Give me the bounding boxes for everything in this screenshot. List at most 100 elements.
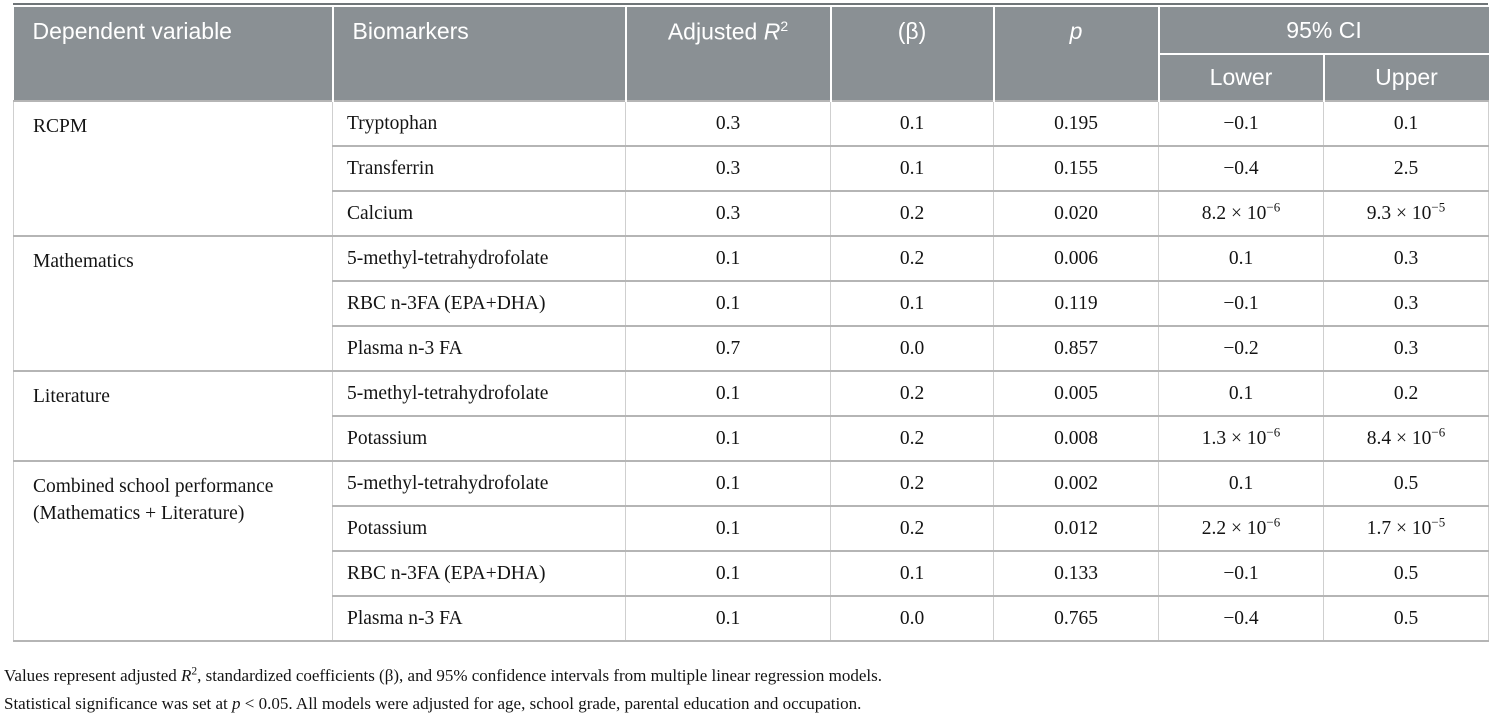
p-value-cell: 0.020 [993, 190, 1159, 237]
table-row: Calcium 0.3 0.2 0.020 8.2 × 10−6 9.3 × 10−5 [14, 190, 1489, 237]
dependent-variable-line: Combined school performance [33, 476, 274, 497]
table-row: RBC n-3FA (EPA+DHA) 0.1 0.1 0.119 −0.1 0.3 [14, 280, 1489, 327]
adjusted-r2-cell: 0.1 [625, 550, 831, 597]
beta-cell: 0.2 [830, 415, 994, 462]
ci-upper-cell: 0.2 [1323, 370, 1489, 417]
dependent-variable-line: Mathematics [33, 251, 134, 272]
ci-lower-cell: 1.3 × 10−6 [1158, 415, 1324, 462]
ci-upper-cell: 0.5 [1323, 550, 1489, 597]
adjusted-r2-cell: 0.1 [625, 505, 831, 552]
header-beta: (β) [829, 7, 994, 101]
regression-results-table: Dependent variable Biomarkers Adjusted R… [13, 7, 1489, 642]
adjusted-r2-exponent: 2 [780, 18, 789, 34]
adjusted-r2-cell: 0.3 [625, 100, 831, 147]
biomarker-cell: 5-methyl-tetrahydrofolate [332, 235, 626, 282]
footnote-segment: p [232, 693, 241, 713]
biomarker-cell: Plasma n-3 FA [332, 325, 626, 372]
ci-upper-cell: 0.5 [1323, 595, 1489, 642]
ci-lower-cell: −0.4 [1158, 595, 1324, 642]
exponent: −6 [1266, 424, 1281, 439]
table-row: Plasma n-3 FA 0.1 0.0 0.765 −0.4 0.5 [14, 595, 1489, 642]
footnotes: Values represent adjusted R2, standardiz… [4, 662, 882, 717]
dependent-variable-line: (Mathematics + Literature) [33, 503, 245, 524]
exponent: −6 [1266, 199, 1281, 214]
header-row-1: Dependent variable Biomarkers Adjusted R… [13, 7, 1489, 101]
biomarker-cell: Plasma n-3 FA [332, 595, 626, 642]
biomarker-cell: RBC n-3FA (EPA+DHA) [332, 280, 626, 327]
header-dependent-variable: Dependent variable [13, 7, 333, 101]
adjusted-r2-cell: 0.1 [625, 280, 831, 327]
ci-lower-cell: −0.1 [1158, 100, 1324, 147]
dependent-variable-line: RCPM [33, 116, 88, 137]
header-p-value: p [992, 7, 1159, 101]
ci-lower-cell: 0.1 [1158, 235, 1324, 282]
beta-cell: 0.2 [830, 235, 994, 282]
adjusted-r2-cell: 0.3 [625, 190, 831, 237]
beta-cell: 0.2 [830, 190, 994, 237]
adjusted-r2-cell: 0.7 [625, 325, 831, 372]
header-ci-lower: Lower [1157, 53, 1324, 101]
p-value-cell: 0.857 [993, 325, 1159, 372]
biomarker-cell: Potassium [332, 505, 626, 552]
p-value-cell: 0.765 [993, 595, 1159, 642]
dependent-variable-line: Literature [33, 386, 110, 407]
ci-upper-cell: 0.3 [1323, 325, 1489, 372]
p-symbol: p [1069, 18, 1083, 44]
beta-cell: 0.1 [830, 550, 994, 597]
exponent: −5 [1431, 199, 1446, 214]
table-row: RCPM Tryptophan 0.3 0.1 0.195 −0.1 0.1 [13, 100, 1489, 237]
p-value-cell: 0.133 [993, 550, 1159, 597]
adjusted-r2-prefix: Adjusted [667, 18, 764, 45]
footnote-segment: 2 [191, 665, 198, 678]
ci-upper-cell: 0.5 [1323, 460, 1489, 507]
ci-lower-cell: −0.1 [1158, 280, 1324, 327]
footnote-segment: Values represent adjusted [4, 666, 182, 685]
exponent: −6 [1431, 424, 1446, 439]
biomarker-cell: Transferrin [332, 145, 626, 192]
beta-cell: 0.1 [830, 100, 994, 147]
footnote-line: Statistical significance was set at p < … [4, 690, 882, 717]
adjusted-r2-cell: 0.1 [625, 370, 831, 417]
ci-upper-cell: 0.3 [1323, 235, 1489, 282]
header-ci-upper: Upper [1322, 53, 1489, 101]
p-value-cell: 0.155 [993, 145, 1159, 192]
header-95-ci: 95% CI [1157, 7, 1489, 54]
ci-lower-cell: 0.1 [1158, 370, 1324, 417]
ci-lower-cell: 0.1 [1158, 460, 1324, 507]
footnote-segment: < 0.05. All models were adjusted for age… [240, 693, 862, 713]
dependent-variable-cell: Literature [13, 370, 333, 462]
table-row: Potassium 0.1 0.2 0.008 1.3 × 10−6 8.4 × 10−6 [14, 415, 1489, 462]
ci-upper-cell: 8.4 × 10−6 [1323, 415, 1489, 462]
beta-cell: 0.1 [830, 280, 994, 327]
biomarker-cell: RBC n-3FA (EPA+DHA) [332, 550, 626, 597]
dependent-variable-cell: Mathematics [13, 235, 333, 372]
adjusted-r2-cell: 0.1 [625, 460, 831, 507]
footnote-line: Values represent adjusted R2, standardiz… [4, 662, 882, 690]
header-biomarkers: Biomarkers [331, 7, 626, 101]
p-value-cell: 0.008 [993, 415, 1159, 462]
p-value-cell: 0.195 [993, 100, 1159, 147]
ci-upper-cell: 0.1 [1323, 100, 1489, 147]
footnote-segment: R [181, 666, 192, 685]
table-row: Potassium 0.1 0.2 0.012 2.2 × 10−6 1.7 × 10−5 [14, 505, 1489, 552]
dependent-variable-cell: RCPM [13, 100, 333, 237]
table-body: RCPM Tryptophan 0.3 0.1 0.195 −0.1 0.1 Transfer… [13, 100, 1489, 642]
header-adjusted-r2: Adjusted R2 [624, 7, 831, 101]
beta-cell: 0.2 [830, 460, 994, 507]
exponent: −5 [1431, 514, 1446, 529]
beta-cell: 0.1 [830, 145, 994, 192]
ci-upper-cell: 0.3 [1323, 280, 1489, 327]
table-top-rule [13, 3, 1488, 5]
adjusted-r2-symbol: R [763, 18, 781, 45]
biomarker-cell: Calcium [332, 190, 626, 237]
ci-upper-cell: 9.3 × 10−5 [1323, 190, 1489, 237]
beta-cell: 0.0 [830, 595, 994, 642]
footnote-segment: , standardized coefficients (β), and 95%… [197, 666, 882, 685]
adjusted-r2-cell: 0.1 [625, 415, 831, 462]
p-value-cell: 0.012 [993, 505, 1159, 552]
adjusted-r2-cell: 0.3 [625, 145, 831, 192]
header-row-2: Lower Upper [14, 53, 1489, 101]
beta-cell: 0.2 [830, 505, 994, 552]
ci-lower-cell: 8.2 × 10−6 [1158, 190, 1324, 237]
